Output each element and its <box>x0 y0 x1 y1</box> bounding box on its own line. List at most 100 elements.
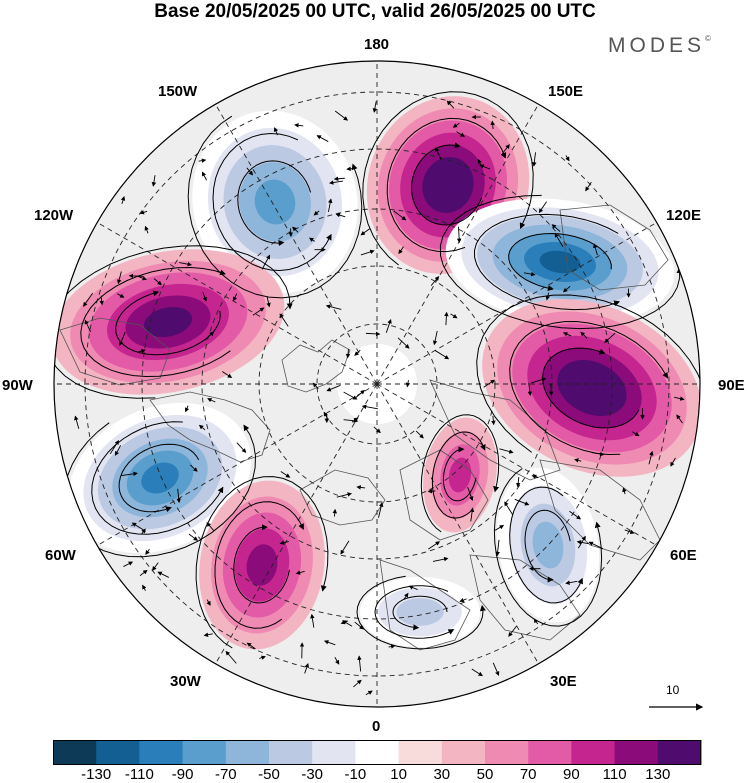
lon-label-30w: 30W <box>170 673 201 690</box>
wind-arrow <box>354 389 365 399</box>
wind-arrow <box>591 451 605 457</box>
wind-arrow <box>252 307 265 316</box>
wind-arrow <box>327 198 333 213</box>
wind-arrow <box>139 569 148 577</box>
coastline <box>539 459 661 561</box>
wind-arrow <box>308 237 315 242</box>
wind-arrow <box>532 152 537 167</box>
streamline <box>356 575 486 650</box>
wind-arrow <box>471 668 483 677</box>
streamline <box>508 232 612 291</box>
wind-arrow <box>574 458 582 463</box>
streamline <box>442 446 477 502</box>
streamline <box>524 509 571 583</box>
streamline <box>410 142 483 226</box>
brand-name: MODES <box>608 34 706 57</box>
coastline <box>281 339 351 393</box>
streamline <box>195 476 329 649</box>
wind-arrow <box>121 471 138 477</box>
wind-arrow <box>203 632 213 637</box>
wind-arrow <box>593 243 598 256</box>
wind-arrow <box>588 541 604 550</box>
colorbar-swatch <box>96 740 140 765</box>
streamline <box>362 91 534 266</box>
colorbar-tick: -50 <box>258 766 280 783</box>
wind-arrow <box>345 349 351 359</box>
coastline <box>149 391 271 463</box>
colorbar-swatch <box>53 740 97 765</box>
anomaly-field <box>54 96 700 650</box>
wind-arrow <box>335 213 346 218</box>
anomaly-contour <box>143 306 193 338</box>
colorbar-tick: -130 <box>81 766 112 783</box>
wind-arrow <box>346 166 357 172</box>
wind-arrow <box>477 158 483 167</box>
colorbar-swatch <box>485 740 529 765</box>
colorbar-tick: 50 <box>476 766 494 783</box>
wind-arrow <box>354 349 361 356</box>
wind-arrow <box>531 377 547 384</box>
anomaly-contour <box>448 457 472 493</box>
wind-arrow <box>259 655 266 660</box>
colorbar-tick: 130 <box>645 766 671 783</box>
wind-arrow <box>585 181 592 192</box>
wind-arrow <box>405 380 411 388</box>
lon-label-30e: 30E <box>550 673 577 690</box>
wind-arrow <box>145 548 150 555</box>
wind-arrow <box>373 426 381 434</box>
colorbar-tick: -110 <box>124 766 154 783</box>
wind-arrow <box>141 528 146 535</box>
wind-arrow <box>304 663 309 674</box>
wind-arrow <box>372 101 378 113</box>
wind-arrow <box>388 644 396 649</box>
wind-arrow <box>188 533 199 541</box>
streamline <box>509 486 583 604</box>
wind-arrow <box>494 525 505 531</box>
wind-arrow <box>261 254 271 270</box>
wind-arrow <box>456 131 465 137</box>
wind-arrow <box>198 424 206 431</box>
streamline <box>420 414 500 533</box>
wind-arrow <box>316 135 329 142</box>
streamline <box>493 468 603 627</box>
wind-arrow <box>294 123 304 128</box>
colorbar-swatch <box>312 740 356 765</box>
wind-arrow <box>116 293 125 298</box>
streamline <box>431 431 486 519</box>
wind-arrow <box>432 330 438 346</box>
wind-arrow <box>670 457 676 467</box>
anomaly-neg-120e <box>445 198 675 326</box>
colorbar-tick: -90 <box>171 766 194 783</box>
anomaly-contour <box>433 169 463 201</box>
wind-arrow <box>676 414 683 424</box>
streamline <box>80 266 231 378</box>
wind-arrow <box>198 158 207 163</box>
wind-arrow <box>565 155 570 162</box>
wind-arrow <box>137 348 146 354</box>
streamline <box>473 213 621 311</box>
wind-arrow <box>201 171 207 181</box>
wind-arrow <box>279 313 289 327</box>
wind-arrow <box>483 379 496 388</box>
wind-arrow <box>430 276 440 286</box>
wind-arrow <box>527 382 533 396</box>
wind-arrow <box>280 471 291 478</box>
wind-arrow <box>444 311 449 326</box>
wind-arrow <box>569 510 582 520</box>
anomaly-contour <box>254 179 296 225</box>
streamline <box>233 524 290 604</box>
wind-arrow <box>504 501 513 515</box>
wind-arrow <box>432 556 449 562</box>
wind-arrow <box>114 445 122 456</box>
wind-arrow <box>378 502 384 518</box>
wind-arrow <box>119 331 126 346</box>
wind-arrow <box>117 271 122 285</box>
lon-label-60w: 60W <box>45 547 76 564</box>
wind-arrow <box>236 442 247 453</box>
streamline <box>542 347 640 429</box>
wind-arrow <box>190 464 198 472</box>
lon-label-120w: 120W <box>34 207 74 224</box>
colorbar-swatch <box>398 740 443 765</box>
anomaly-contour <box>539 250 581 274</box>
